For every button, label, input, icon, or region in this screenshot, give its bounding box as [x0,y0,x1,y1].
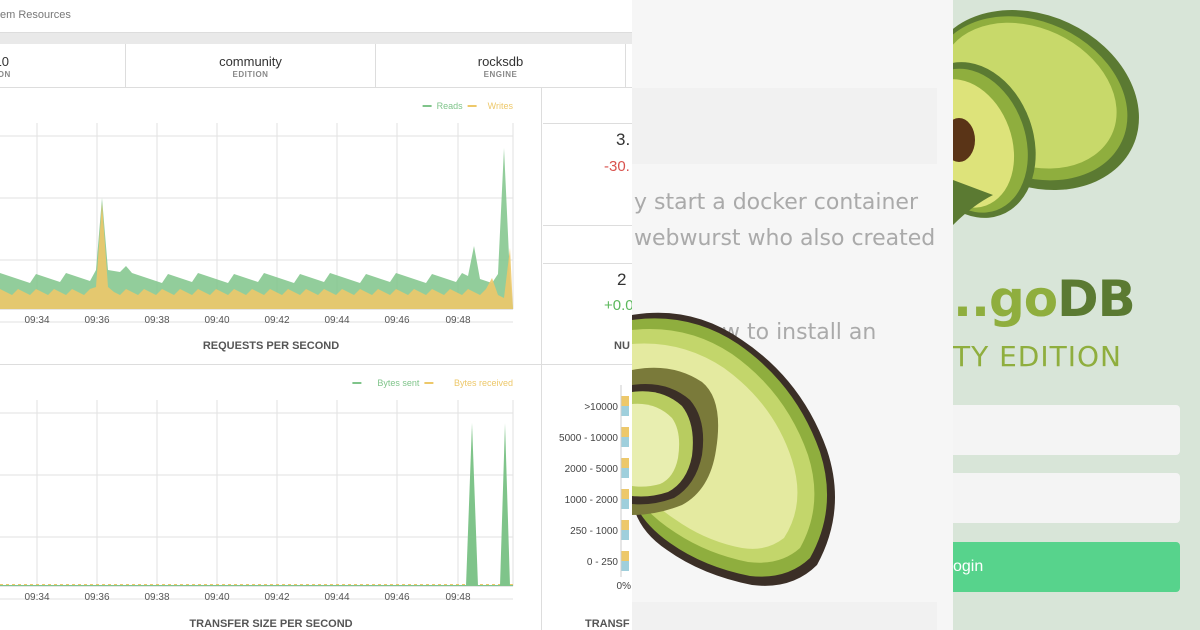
requests-chart-title: REQUESTS PER SECOND [202,340,340,352]
blog-line-1: y start a docker container [634,190,919,215]
transfer-chart-svg: 09:34 09:36 09:38 09:40 09:42 09:44 09:46 09:48… [0,378,514,603]
info-engine: rocksdb ENGINE [376,44,626,88]
x-tick-label: 09:40 [204,315,229,326]
x-tick-label: 09:38 [144,315,169,326]
info-version-value: .10 [0,54,10,69]
legend-entry: Bytes received [454,378,513,388]
edition-label: TY EDITION [953,340,1122,373]
histogram-svg: >10000 5000 - 10000 2000 - 5000 1000 - 2000… [559,385,632,592]
avocado-illustration-icon [632,312,835,586]
writes-series-area [0,203,513,309]
blog-line-3: w to install an [722,320,877,345]
bytes-sent-spike [466,423,478,586]
info-edition: community EDITION [126,44,376,88]
x-tick-label: 09:44 [324,315,349,326]
histogram-bucket-label: >10000 [584,402,618,413]
login-panel: ..goDB TY EDITION ogin [953,0,1200,630]
histogram-bar-sent [621,437,629,447]
x-tick-label: 09:40 [204,592,229,603]
username-input[interactable] [953,405,1180,455]
histogram-axis-label: 0% [617,581,632,592]
password-input[interactable] [953,473,1180,523]
x-tick-label: 09:42 [264,592,289,603]
histogram-bar-sent [621,530,629,540]
info-edition-label: EDITION [232,70,269,79]
histogram-bar-received [621,551,629,561]
histogram-bar-received [621,520,629,530]
stat-value-1: 3. [616,130,631,149]
x-tick-label: 09:48 [445,592,470,603]
brand-name-dark: DB [1057,270,1136,328]
stat-delta-1: -30. [604,158,630,175]
transfer-chart: 09:34 09:36 09:38 09:40 09:42 09:44 09:46 09:48… [0,365,542,630]
x-tick-label: 09:42 [264,315,289,326]
transfer-chart-title: TRANSFER SIZE PER SECOND [189,618,353,630]
info-version: .10 SION [0,44,126,88]
histogram-bar-received [621,489,629,499]
histogram-bar-received [621,396,629,406]
x-tick-label: 09:48 [445,315,470,326]
bytes-sent-spike [500,423,510,586]
histogram-bar-received [621,427,629,437]
requests-chart-svg: 09:34 09:36 09:38 09:40 09:42 09:44 09:46 09:48… [0,101,514,326]
histogram-bar-sent [621,468,629,478]
reads-series-area [0,148,513,309]
brand-name-light: ..go [953,270,1058,328]
avocado-logo-icon [953,10,1139,225]
login-button[interactable]: ogin [953,542,1180,592]
histogram-bar-sent [621,561,629,571]
histogram-bar-sent [621,499,629,509]
histogram-bucket-label: 1000 - 2000 [565,495,619,506]
stats-label: NU [614,340,630,352]
x-tick-label: 09:44 [324,592,349,603]
stats-panel: 3. -30. 2 +0.0 NU [543,88,632,364]
brand-name: ..goDB [953,270,1136,328]
legend-entry: Writes [488,101,514,111]
x-tick-label: 09:38 [144,592,169,603]
legend-entry: Reads [437,101,464,111]
section-title: em Resources [0,9,71,21]
content-block-bottom [632,602,937,630]
divider-bar [0,33,632,44]
x-tick-label: 09:36 [84,315,109,326]
histogram-bucket-label: 0 - 250 [587,557,619,568]
stat-value-2: 2 [617,270,627,289]
stat-delta-2: +0.0 [604,297,632,314]
dashboard-panel: em Resources .10 SION community EDITION … [0,0,632,630]
section-header: em Resources [0,0,632,33]
info-version-label: SION [0,70,11,79]
histogram-bar-received [621,458,629,468]
x-tick-label: 09:34 [24,315,49,326]
legend-entry: Bytes sent [377,378,420,388]
histogram-bucket-label: 2000 - 5000 [565,464,619,475]
info-edition-value: community [219,54,282,69]
x-tick-label: 09:36 [84,592,109,603]
info-engine-value: rocksdb [477,54,524,69]
server-info-strip: .10 SION community EDITION rocksdb ENGIN… [0,44,632,88]
x-tick-label: 09:46 [384,592,409,603]
login-button-label: ogin [953,558,984,575]
info-engine-label: ENGINE [483,70,518,79]
histogram-title: TRANSF [585,618,630,630]
histogram-bucket-label: 5000 - 10000 [559,433,618,444]
content-block [632,88,937,164]
x-tick-label: 09:46 [384,315,409,326]
histogram-bucket-label: 250 - 1000 [570,526,618,537]
x-tick-label: 09:34 [24,592,49,603]
blog-line-2: webwurst who also created [634,226,936,251]
histogram-panel: >10000 5000 - 10000 2000 - 5000 1000 - 2000… [543,365,632,630]
chart-divider [0,364,632,365]
requests-chart: 09:34 09:36 09:38 09:40 09:42 09:44 09:46 09:48… [0,88,542,364]
histogram-bar-sent [621,406,629,416]
